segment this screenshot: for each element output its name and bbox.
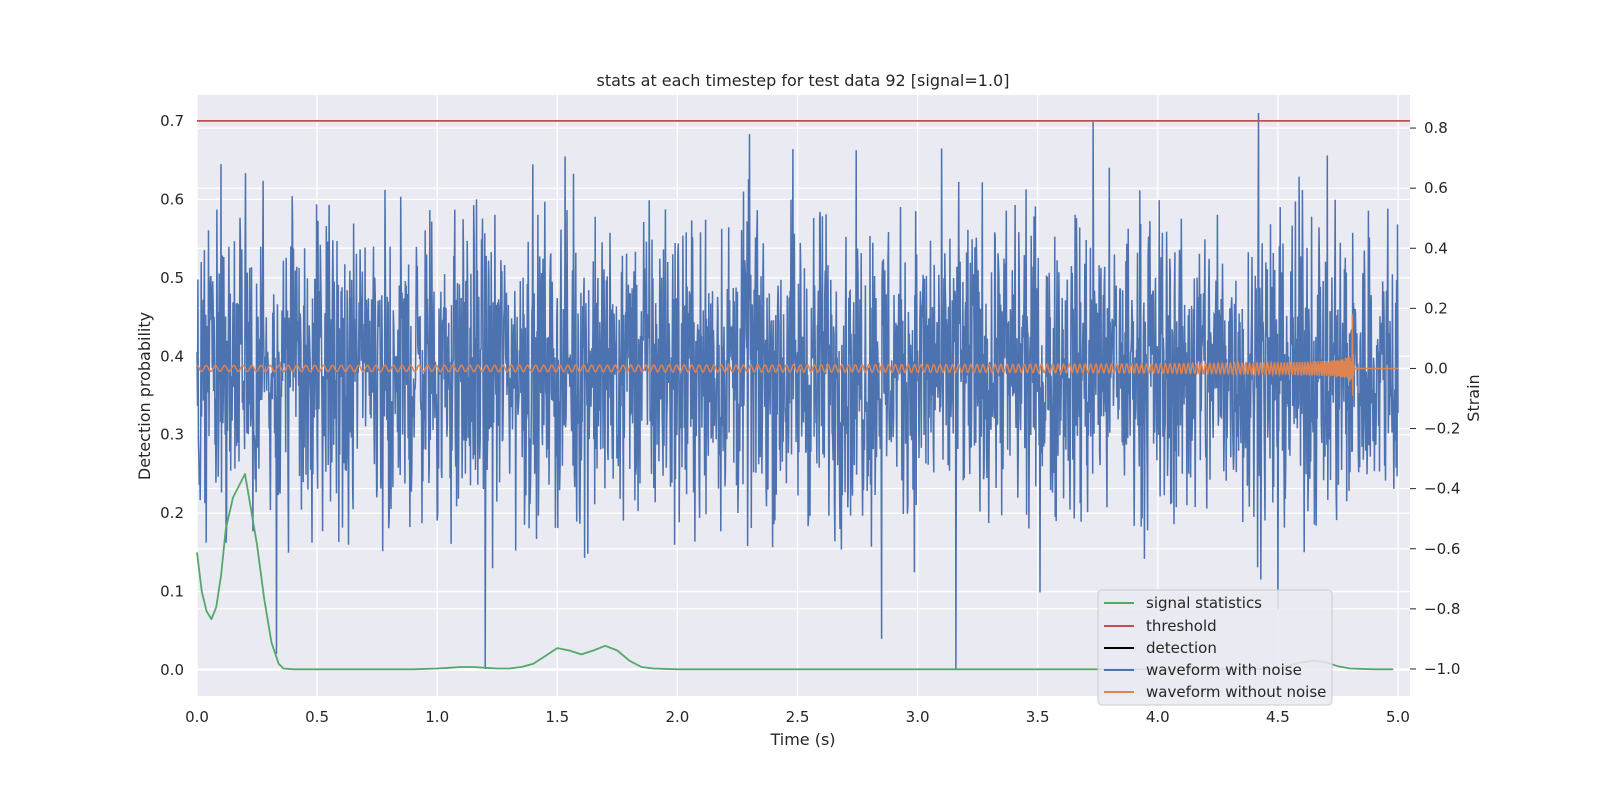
x-tick-label: 4.0 (1146, 708, 1170, 726)
legend-label-waveform-with-noise: waveform with noise (1146, 661, 1302, 679)
y-left-tick-label: 0.6 (160, 190, 184, 208)
x-tick-label: 3.0 (906, 708, 930, 726)
legend-label-threshold: threshold (1146, 617, 1217, 635)
x-tick-label: 1.5 (545, 708, 569, 726)
x-tick-label: 5.0 (1386, 708, 1410, 726)
x-tick-label: 3.5 (1026, 708, 1050, 726)
series-waveform-without-noise (196, 314, 1398, 397)
y-left-tick-labels: 0.0 0.1 0.2 0.3 0.4 0.5 0.6 0.7 (160, 112, 184, 679)
y-right-tick-label: 0.2 (1424, 299, 1448, 317)
chart-title: stats at each timestep for test data 92 … (597, 71, 1010, 90)
y-right-tick-label: −1.0 (1424, 660, 1460, 678)
legend-box (1097, 589, 1333, 706)
legend-label-detection: detection (1146, 639, 1217, 657)
legend: signal statistics threshold detection wa… (1097, 589, 1333, 706)
y-right-tick-label: −0.4 (1424, 480, 1460, 498)
y-right-tick-label: −0.6 (1424, 540, 1460, 558)
x-axis-label: Time (s) (769, 730, 835, 749)
y-right-axis-label: Strain (1464, 374, 1483, 421)
y-left-tick-label: 0.4 (160, 347, 184, 365)
x-tick-labels: 0.0 0.5 1.0 1.5 2.0 2.5 3.0 3.5 4.0 4.5 5.0 (185, 708, 1410, 726)
legend-label-signal-statistics: signal statistics (1146, 594, 1262, 612)
y-left-tick-label: 0.0 (160, 661, 184, 679)
x-tick-label: 2.0 (665, 708, 689, 726)
y-right-tick-label: 0.0 (1424, 359, 1448, 377)
x-tick-label: 2.5 (786, 708, 810, 726)
y-right-tick-label: 0.6 (1424, 179, 1448, 197)
series-waveform-with-noise (196, 112, 1399, 670)
x-tick-label: 0.5 (305, 708, 329, 726)
y-right-tick-label: −0.2 (1424, 420, 1460, 438)
x-tick-label: 0.0 (185, 708, 209, 726)
y-left-tick-label: 0.7 (160, 112, 184, 130)
y-left-tick-label: 0.5 (160, 269, 184, 287)
y-left-tick-label: 0.1 (160, 583, 184, 601)
y-left-axis-label: Detection probability (135, 312, 154, 480)
y-right-tick-label: 0.8 (1424, 119, 1448, 137)
x-tick-label: 4.5 (1266, 708, 1290, 726)
y-left-tick-label: 0.2 (160, 504, 184, 522)
x-tick-label: 1.0 (425, 708, 449, 726)
y-right-tick-label: −0.8 (1424, 600, 1460, 618)
legend-label-waveform-without-noise: waveform without noise (1146, 683, 1326, 701)
y-right-tick-label: 0.4 (1424, 239, 1448, 257)
y-left-tick-label: 0.3 (160, 426, 184, 444)
y-right-tick-labels: −1.0 −0.8 −0.6 −0.4 −0.2 0.0 0.2 0.4 0.6 0.8 (1410, 119, 1460, 678)
